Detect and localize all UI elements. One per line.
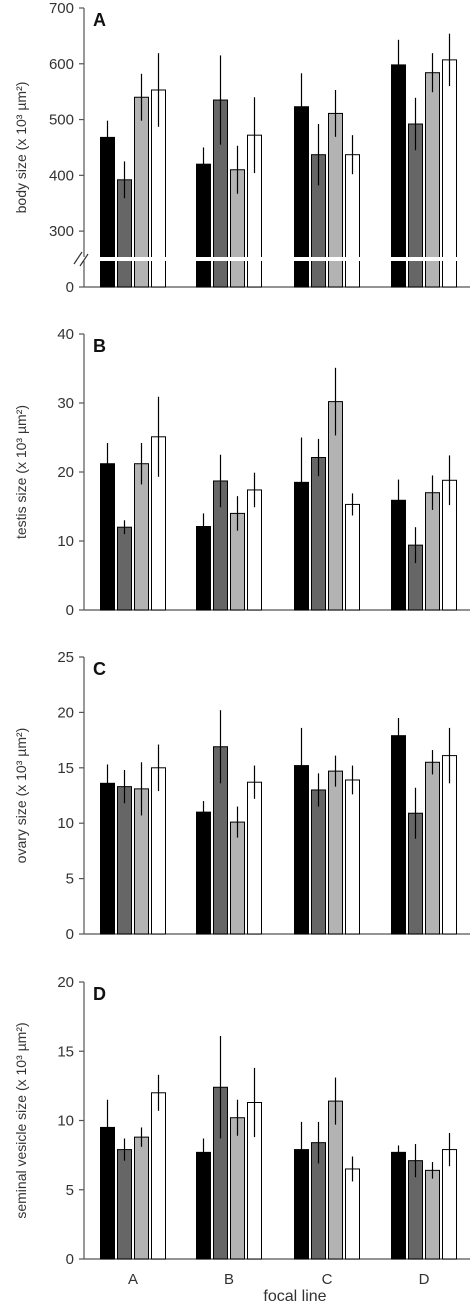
bar: [391, 64, 406, 288]
y-tick-label: 20: [57, 974, 74, 991]
axis-break-mark: [79, 253, 89, 267]
bar: [230, 821, 245, 935]
panel-d: 0 5 10 15 20 seminal vesicle size (x 10³ µm²)…: [13, 974, 470, 1305]
y-axis-label: seminal vesicle size (x 10³ µm²): [13, 1022, 29, 1218]
y-tick-label: 0: [66, 1251, 74, 1268]
bar: [425, 761, 440, 935]
y-axis-label: testis size (x 10³ µm²): [13, 405, 29, 539]
y-tick-label: 20: [57, 704, 74, 721]
y-tick-label: 15: [57, 760, 74, 777]
bar: [425, 492, 440, 611]
bar: [425, 1169, 440, 1260]
y-tick-label: 400: [49, 167, 74, 184]
y-tick-label: 0: [66, 926, 74, 943]
axis-break-mark: [73, 251, 83, 265]
y-tick-label: 500: [49, 112, 74, 129]
x-tick-label: D: [419, 1271, 430, 1288]
bar: [442, 59, 457, 288]
bar: [134, 1136, 149, 1260]
bar: [425, 72, 440, 288]
y-tick-label: 15: [57, 1043, 74, 1060]
y-tick-label: 20: [57, 464, 74, 481]
bar: [345, 779, 360, 935]
panel-letter: A: [93, 10, 106, 30]
x-tick-label: C: [322, 1271, 333, 1288]
panel-letter: D: [93, 984, 106, 1004]
bar: [230, 1117, 245, 1260]
y-tick-label: 40: [57, 326, 74, 343]
bar: [117, 526, 132, 611]
y-tick-label: 0: [66, 279, 74, 296]
bar: [100, 782, 115, 935]
bar: [391, 735, 406, 935]
y-tick-label: 10: [57, 815, 74, 832]
panel-letter: C: [93, 659, 106, 679]
y-tick-label: 600: [49, 56, 74, 73]
bar: [100, 463, 115, 611]
bar: [117, 786, 132, 935]
bar: [134, 463, 149, 611]
bar: [196, 163, 211, 288]
bar: [345, 154, 360, 288]
bar: [345, 1168, 360, 1260]
y-tick-label: 10: [57, 1113, 74, 1130]
y-tick-label: 30: [57, 395, 74, 412]
y-tick-label: 700: [49, 0, 74, 17]
x-tick-label: B: [224, 1271, 234, 1288]
panel-letter: B: [93, 336, 106, 356]
y-tick-label: 300: [49, 223, 74, 240]
bar: [117, 1149, 132, 1260]
bar: [196, 1151, 211, 1260]
panel-c: 0 5 10 15 20 25 ovary size (x 10³ µm²) C: [13, 649, 470, 943]
bar: [196, 811, 211, 935]
bar: [311, 789, 326, 935]
bar: [311, 457, 326, 611]
x-tick-label: A: [128, 1271, 138, 1288]
bar: [247, 781, 262, 935]
y-axis-label: body size (x 10³ µm²): [13, 82, 29, 214]
bar: [345, 503, 360, 611]
bar: [247, 489, 262, 611]
y-tick-label: 5: [66, 1182, 74, 1199]
y-tick-label: 0: [66, 602, 74, 619]
y-tick-label: 25: [57, 649, 74, 666]
panel-a: 0 300 400 500 600 700 body size (x 10³ µm²) A: [13, 0, 470, 296]
bar: [328, 770, 343, 935]
y-axis-label: ovary size (x 10³ µm²): [13, 728, 29, 864]
y-tick-label: 10: [57, 533, 74, 550]
bar: [100, 136, 115, 288]
x-axis-label: focal line: [263, 1288, 326, 1305]
panel-b: 0 10 20 30 40 testis size (x 10³ µm²) B: [13, 326, 470, 619]
bar: [328, 1100, 343, 1260]
bar: [151, 767, 166, 935]
bar: [391, 1151, 406, 1260]
bar: [151, 1092, 166, 1260]
y-tick-label: 5: [66, 871, 74, 888]
